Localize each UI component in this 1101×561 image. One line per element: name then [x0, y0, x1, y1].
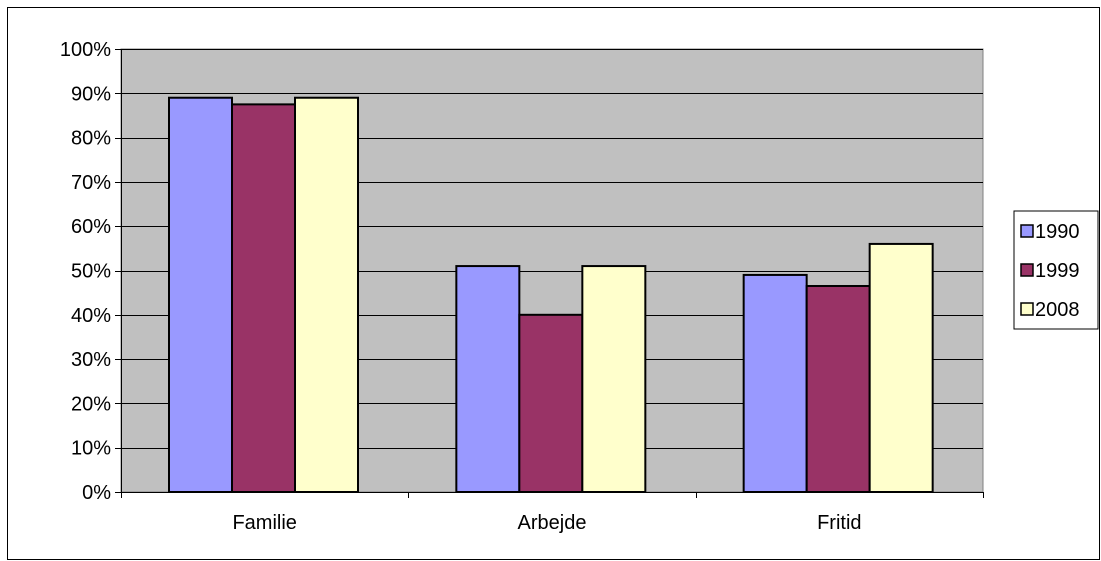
legend-label-2008: 2008	[1035, 299, 1080, 321]
y-tick-label: 50%	[71, 261, 111, 283]
y-tick-labels: 0% 10% 20% 30% 40% 50% 60% 70% 80% 90% 100%	[60, 39, 111, 504]
bar-2008-arbejde	[581, 265, 647, 493]
axes	[115, 49, 984, 498]
y-tick-label: 10%	[71, 438, 111, 460]
y-tick-label: 70%	[71, 172, 111, 194]
y-tick-label: 0%	[82, 482, 111, 504]
bar-2008-familie	[294, 96, 359, 493]
y-tick-label: 60%	[71, 216, 111, 238]
y-tick-label: 80%	[71, 128, 111, 150]
bar-1999-familie	[231, 103, 296, 493]
y-tick-label: 100%	[60, 39, 111, 61]
legend: 1990 1999 2008	[1013, 210, 1099, 330]
bar-1990-familie	[168, 96, 233, 493]
legend-label-1990: 1990	[1035, 221, 1080, 243]
x-tick-labels: Familie Arbejde Fritid	[232, 512, 861, 534]
bar-1999-arbejde	[518, 313, 584, 493]
x-tick-label: Arbejde	[518, 512, 587, 534]
y-tick-label: 40%	[71, 305, 111, 327]
legend-label-1999: 1999	[1035, 260, 1080, 282]
bar-2008-fritid	[868, 242, 934, 493]
bar-1999-fritid	[805, 285, 871, 493]
y-tick-label: 20%	[71, 393, 111, 415]
y-tick-label: 30%	[71, 349, 111, 371]
bar-1990-arbejde	[455, 265, 521, 493]
legend-swatch-2008	[1020, 302, 1034, 316]
legend-swatch-1990	[1020, 224, 1034, 238]
bar-1990-fritid	[742, 273, 808, 493]
x-tick-label: Familie	[232, 512, 296, 534]
legend-swatch-1999	[1020, 263, 1034, 277]
y-tick-label: 90%	[71, 83, 111, 105]
x-tick-label: Fritid	[817, 512, 861, 534]
